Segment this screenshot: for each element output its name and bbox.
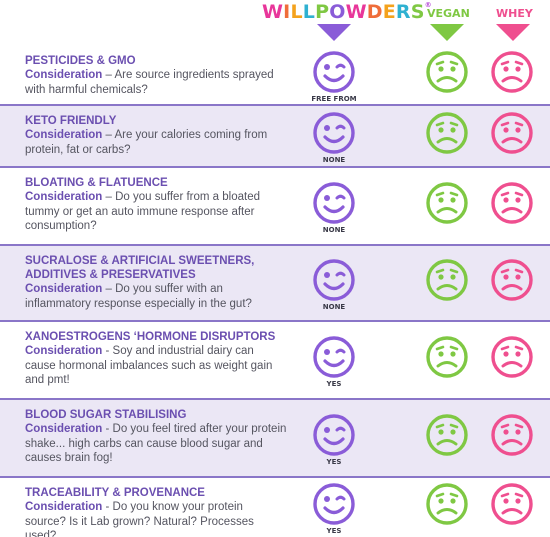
row-description: Consideration – Are source ingredients s… xyxy=(25,68,287,97)
vegan-sad-face-icon xyxy=(425,413,469,457)
logo-letter: L xyxy=(290,1,303,23)
row-text: TRACEABILITY & PROVENANCE Consideration -… xyxy=(25,486,287,537)
consideration-label: Consideration xyxy=(25,501,103,513)
row-text: KETO FRIENDLY Consideration – Are your ca… xyxy=(25,114,287,157)
winking-face-icon xyxy=(312,111,356,155)
consideration-label: Consideration xyxy=(25,283,103,295)
whey-sad-face-icon xyxy=(490,181,534,225)
row-divider xyxy=(0,476,550,478)
logo-letter: L xyxy=(302,1,316,23)
comparison-header: WILLPOWDERS® VEGAN WHEY xyxy=(0,0,550,46)
consideration-label: Consideration xyxy=(25,69,103,81)
row-title: KETO FRIENDLY xyxy=(25,115,117,127)
willpowders-status-badge: FREE FROM xyxy=(311,95,357,103)
registered-mark: ® xyxy=(424,1,432,9)
whey-sad-face-icon xyxy=(490,50,534,94)
whey-sad-face-icon xyxy=(490,482,534,526)
vegan-column-pointer xyxy=(430,24,464,41)
comparison-row: KETO FRIENDLY Consideration – Are your ca… xyxy=(0,106,550,168)
winking-face-icon xyxy=(312,482,356,526)
consideration-text: – Are your calories coming from protein,… xyxy=(25,129,268,156)
willpowders-column-pointer xyxy=(317,24,351,41)
row-description: Consideration - Do you know your protein… xyxy=(25,500,287,537)
logo-letter: W xyxy=(345,1,367,23)
winking-face-icon xyxy=(312,50,356,94)
row-description: Consideration - Do you feel tired after … xyxy=(25,422,287,466)
willpowders-status-badge: NONE xyxy=(322,226,346,234)
vegan-sad-face-icon xyxy=(425,181,469,225)
row-text: SUCRALOSE & ARTIFICIAL SWEETNERS, ADDITI… xyxy=(25,254,287,311)
row-text: XANOESTROGENS ‘HORMONE DISRUPTORS Conside… xyxy=(25,330,287,388)
willpowders-status-badge: NONE xyxy=(322,303,346,311)
whey-column-heading: WHEY xyxy=(496,7,533,20)
row-text: BLOOD SUGAR STABILISING Consideration - D… xyxy=(25,408,287,466)
logo-letter: R xyxy=(395,1,411,23)
row-description: Consideration – Are your calories coming… xyxy=(25,128,287,157)
comparison-row: PESTICIDES & GMO Consideration – Are sour… xyxy=(0,46,550,106)
whey-sad-face-icon xyxy=(490,413,534,457)
whey-sad-face-icon xyxy=(490,258,534,302)
willpowders-status-badge: YES xyxy=(326,527,342,535)
logo-letter: O xyxy=(329,1,346,23)
winking-face-icon xyxy=(312,181,356,225)
consideration-text: – Do you suffer with an inflammatory res… xyxy=(25,283,252,310)
row-divider xyxy=(0,244,550,246)
row-description: Consideration - Soy and industrial dairy… xyxy=(25,344,287,388)
vegan-sad-face-icon xyxy=(425,335,469,379)
comparison-row: XANOESTROGENS ‘HORMONE DISRUPTORS Conside… xyxy=(0,322,550,400)
row-title: PESTICIDES & GMO xyxy=(25,55,136,67)
row-title: BLOOD SUGAR STABILISING xyxy=(25,409,187,421)
comparison-row: SUCRALOSE & ARTIFICIAL SWEETNERS, ADDITI… xyxy=(0,246,550,322)
row-divider xyxy=(0,398,550,400)
whey-column-pointer xyxy=(496,24,530,41)
consideration-text: – Are source ingredients sprayed with ha… xyxy=(25,69,274,96)
willpowders-status-badge: YES xyxy=(326,458,342,466)
logo-letter: E xyxy=(382,1,396,23)
whey-sad-face-icon xyxy=(490,335,534,379)
willpowders-status-badge: YES xyxy=(326,380,342,388)
whey-sad-face-icon xyxy=(490,111,534,155)
comparison-row: BLOATING & FLATUENCE Consideration – Do y… xyxy=(0,168,550,246)
row-divider xyxy=(0,166,550,168)
row-title: SUCRALOSE & ARTIFICIAL SWEETNERS, ADDITI… xyxy=(25,255,255,281)
logo-letter: W xyxy=(262,1,284,23)
vegan-sad-face-icon xyxy=(425,50,469,94)
row-title: TRACEABILITY & PROVENANCE xyxy=(25,487,205,499)
consideration-text: - Soy and industrial dairy can cause hor… xyxy=(25,345,273,386)
vegan-sad-face-icon xyxy=(425,258,469,302)
logo-letter: D xyxy=(366,1,383,23)
consideration-text: - Do you know your protein source? Is it… xyxy=(25,501,254,537)
logo-letter: S xyxy=(410,1,425,23)
vegan-sad-face-icon xyxy=(425,111,469,155)
consideration-label: Consideration xyxy=(25,191,103,203)
consideration-label: Consideration xyxy=(25,345,103,357)
willpowders-logo: WILLPOWDERS® xyxy=(262,1,432,23)
consideration-label: Consideration xyxy=(25,129,103,141)
winking-face-icon xyxy=(312,413,356,457)
logo-letter: P xyxy=(315,1,330,23)
row-divider xyxy=(0,320,550,322)
logo-letter: I xyxy=(283,1,291,23)
row-title: XANOESTROGENS ‘HORMONE DISRUPTORS xyxy=(25,331,276,343)
row-title: BLOATING & FLATUENCE xyxy=(25,177,168,189)
row-description: Consideration – Do you suffer from a blo… xyxy=(25,190,287,234)
comparison-row: BLOOD SUGAR STABILISING Consideration - D… xyxy=(0,400,550,478)
row-text: PESTICIDES & GMO Consideration – Are sour… xyxy=(25,54,287,97)
row-description: Consideration – Do you suffer with an in… xyxy=(25,282,287,311)
vegan-column-heading: VEGAN xyxy=(427,7,470,20)
vegan-sad-face-icon xyxy=(425,482,469,526)
row-divider xyxy=(0,104,550,106)
consideration-text: - Do you feel tired after your protein s… xyxy=(25,423,287,464)
winking-face-icon xyxy=(312,335,356,379)
comparison-row: TRACEABILITY & PROVENANCE Consideration -… xyxy=(0,478,550,537)
winking-face-icon xyxy=(312,258,356,302)
willpowders-status-badge: NONE xyxy=(322,156,346,164)
consideration-text: – Do you suffer from a bloated tummy or … xyxy=(25,191,260,232)
row-text: BLOATING & FLATUENCE Consideration – Do y… xyxy=(25,176,287,234)
consideration-label: Consideration xyxy=(25,423,103,435)
